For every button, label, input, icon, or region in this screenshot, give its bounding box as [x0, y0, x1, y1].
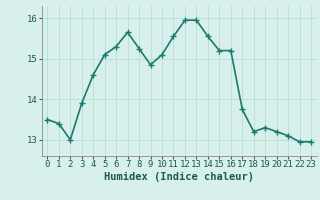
X-axis label: Humidex (Indice chaleur): Humidex (Indice chaleur) [104, 172, 254, 182]
